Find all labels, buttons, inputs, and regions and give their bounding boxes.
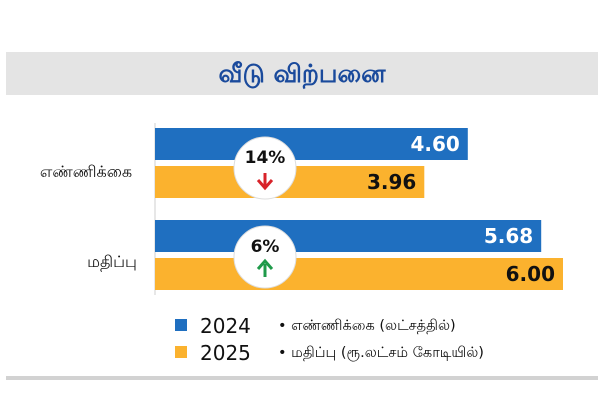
bar-2024-count [155,128,468,160]
change-badge-count: 14% [233,136,297,200]
data-label: 5.68 [484,224,533,248]
bar-2024-value [155,220,542,252]
arrow-down-icon [256,173,274,191]
svg-text:6%: 6% [251,237,280,257]
bar-2025-value [155,258,563,290]
legend-swatch-2025 [175,346,187,358]
legend-label-2025: 2025 [200,341,251,365]
legend-label-2024: 2024 [200,314,251,338]
data-label: 4.60 [410,132,459,156]
arrow-up-icon [256,258,274,277]
legend-note-count: • எண்ணிக்கை (லட்சத்தில்) [278,318,456,334]
svg-text:14%: 14% [245,148,286,168]
bottom-divider [6,376,598,380]
chart-title: வீடு விற்பனை [218,59,386,88]
data-label: 6.00 [506,262,555,286]
data-label: 3.96 [367,170,416,194]
change-badge-value: 6% [233,225,297,289]
legend-swatch-2024 [175,319,187,331]
title-bar: வீடு விற்பனை [6,52,598,95]
category-label: எண்ணிக்கை [40,162,132,181]
category-label: மதிப்பு [87,252,137,271]
legend-note-value: • மதிப்பு (ரூ.லட்சம் கோடியில்) [278,345,484,361]
